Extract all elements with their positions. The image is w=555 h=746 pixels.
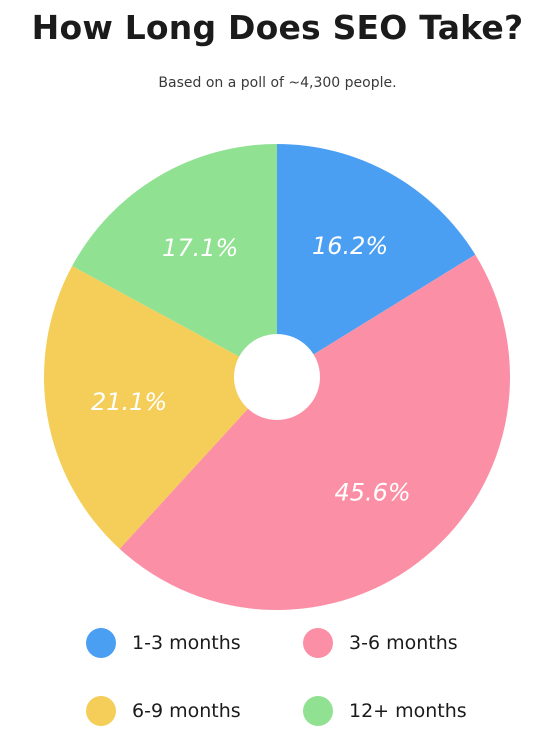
chart-title: How Long Does SEO Take? — [31, 8, 524, 47]
chart-subtitle: Based on a poll of ~4,300 people. — [158, 75, 397, 91]
pie-slice-labels: 16.2% 45.6% 21.1% 17.1% — [91, 232, 411, 507]
pie-slice-value-label: 16.2% — [312, 232, 388, 260]
pie-slices — [44, 144, 510, 610]
pie-center-hole — [234, 334, 320, 420]
pie-slice-1-3-months — [277, 144, 476, 377]
pie-slice-value-label: 45.6% — [334, 479, 410, 507]
pie-slice-3-6-months — [119, 254, 510, 610]
pie-slice-12-months — [72, 144, 278, 377]
pie-slice-value-label: 17.1% — [162, 234, 238, 262]
pie-slice-value-label: 21.1% — [91, 388, 167, 416]
pie-slice-6-9-months — [44, 266, 278, 549]
